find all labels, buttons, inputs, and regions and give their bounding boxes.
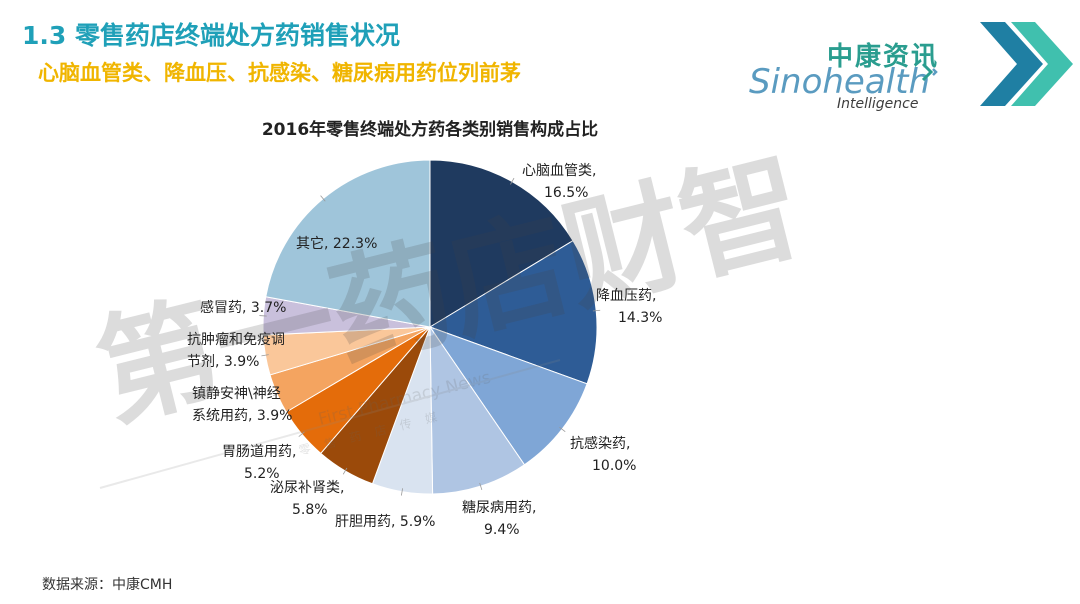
corner-brand-chevron-icon	[980, 22, 1073, 106]
pie-leader-line	[342, 467, 348, 475]
pie-leader-line	[400, 488, 404, 496]
pie-data-label: 降血压药, 14.3%	[596, 288, 662, 326]
pie-slices	[262, 159, 598, 495]
pie-leader-line	[559, 426, 566, 432]
pie-leader-line	[273, 392, 281, 396]
pie-data-label: 糖尿病用药, 9.4%	[462, 500, 536, 538]
pie-leader-line	[320, 195, 326, 202]
logo-cn-text: 中康资讯	[827, 42, 940, 72]
page-subtitle: 心脑血管类、降血压、抗感染、糖尿病用药位列前茅	[38, 61, 521, 85]
pie-leader-line	[261, 354, 269, 357]
pie-leader-line	[479, 482, 483, 491]
pie-labels: 心脑血管类, 16.5% 降血压药, 14.3% 抗感染药, 10.0% 糖尿病用药, 9.4…	[187, 163, 662, 538]
logo-intelligence-text: Intelligence	[837, 96, 919, 112]
chart-title: 2016年零售终端处方药各类别销售构成占比	[262, 119, 598, 140]
pie-data-label: 心脑血管类, 16.5%	[522, 163, 596, 201]
data-source-note: 数据来源：中康CMH	[42, 577, 173, 593]
pie-data-label: 镇静安神\神经系统用药, 3.9%	[192, 386, 292, 424]
pie-data-label: 抗感染药, 10.0%	[570, 435, 636, 474]
pie-data-label: 抗肿瘤和免疫调节剂, 3.9%	[187, 331, 285, 370]
pie-data-label: 胃肠道用药, 5.2%	[222, 444, 296, 482]
pie-data-label: 其它, 22.3%	[296, 235, 377, 252]
logo-chevron-icon	[921, 62, 938, 82]
pie-data-label: 感冒药, 3.7%	[200, 299, 286, 316]
sinohealth-logo: 中康资讯 Sinohealth Intelligence	[745, 34, 945, 114]
pie-data-label: 肝胆用药, 5.9%	[335, 514, 435, 530]
pie-leader-line	[298, 431, 305, 437]
logo-en-text: Sinohealth	[749, 62, 931, 102]
pie-leader-line	[592, 309, 601, 312]
pie-leader-line	[510, 177, 515, 185]
page-title: 1.3 零售药店终端处方药销售状况	[22, 21, 400, 50]
pie-data-label: 泌尿补肾类, 5.8%	[270, 480, 344, 518]
